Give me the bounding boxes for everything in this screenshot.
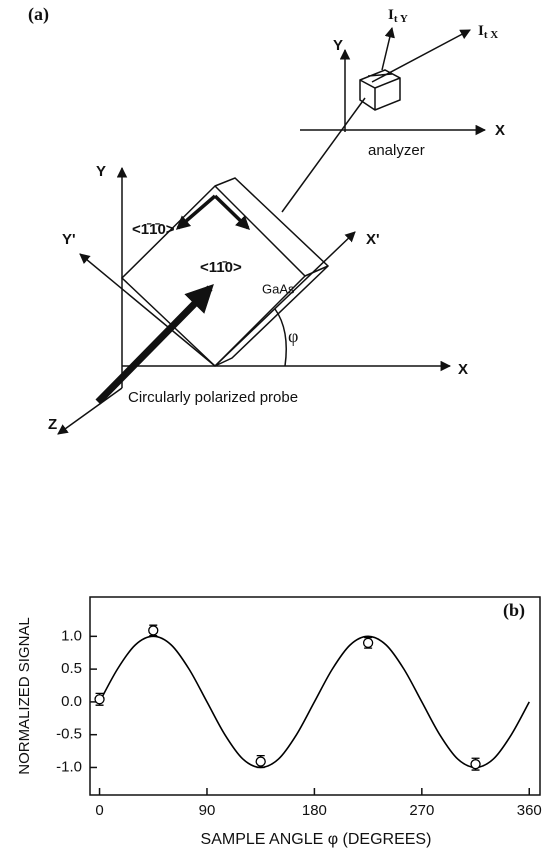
- beam: [281, 97, 366, 213]
- y-tick-label: 0.5: [61, 660, 82, 677]
- x-tick-label: 360: [517, 802, 542, 819]
- data-point: [148, 625, 159, 636]
- data-point: [362, 637, 374, 649]
- x-tick-label: 0: [95, 802, 103, 819]
- label: analyzer: [368, 142, 425, 159]
- axis: [79, 253, 216, 367]
- axis-label: Y: [333, 37, 343, 54]
- label: φ: [288, 326, 298, 346]
- panel-label: (b): [503, 600, 525, 621]
- analyzer-box: [359, 69, 401, 111]
- arrow: [381, 26, 395, 71]
- data-point: [255, 756, 266, 767]
- data-point: [94, 694, 105, 705]
- axis: [57, 387, 123, 435]
- angle-arc: [274, 308, 287, 367]
- label: <1̄1̄0>: [132, 221, 175, 238]
- diagram: (a) Y X It Y It X analyzer Y X Z Y' X' <…: [28, 4, 505, 435]
- x-tick-label: 180: [302, 802, 327, 819]
- axis-label: Y': [62, 231, 76, 248]
- crystal: [120, 177, 330, 368]
- y-axis-title: NORMALIZED SIGNAL: [16, 617, 33, 775]
- x-axis-title: SAMPLE ANGLE φ (DEGREES): [201, 831, 432, 848]
- probe-arrow: [95, 284, 214, 405]
- data-point: [470, 759, 481, 770]
- y-tick-label: 1.0: [61, 627, 82, 644]
- x-tick-label: 90: [199, 802, 216, 819]
- label: It Y: [388, 7, 408, 24]
- arrow: [175, 194, 217, 230]
- y-tick-label: -1.0: [56, 758, 82, 775]
- x-tick-label: 270: [409, 802, 434, 819]
- label: GaAs: [262, 281, 295, 296]
- label: It X: [478, 23, 498, 40]
- axis-label: X': [366, 231, 380, 248]
- arrow: [371, 29, 471, 83]
- axis-label: X: [458, 361, 468, 378]
- panel-label: (a): [28, 4, 49, 25]
- label: <11̄0>: [200, 259, 242, 276]
- axis-label: Y: [96, 163, 106, 180]
- y-tick-label: 0.0: [61, 693, 82, 710]
- axis-label: X: [495, 122, 505, 139]
- label: Circularly polarized probe: [128, 389, 298, 406]
- label: t Y: [394, 13, 408, 25]
- label: I: [478, 23, 484, 39]
- label: I: [388, 7, 394, 23]
- chart: (b) NORMALIZED SIGNAL SAMPLE ANGLE φ (DE…: [16, 596, 542, 848]
- arrow: [213, 194, 251, 230]
- label: t X: [484, 29, 498, 41]
- axis-label: Z: [48, 416, 57, 433]
- curve: [98, 635, 530, 769]
- y-tick-label: -0.5: [56, 726, 82, 743]
